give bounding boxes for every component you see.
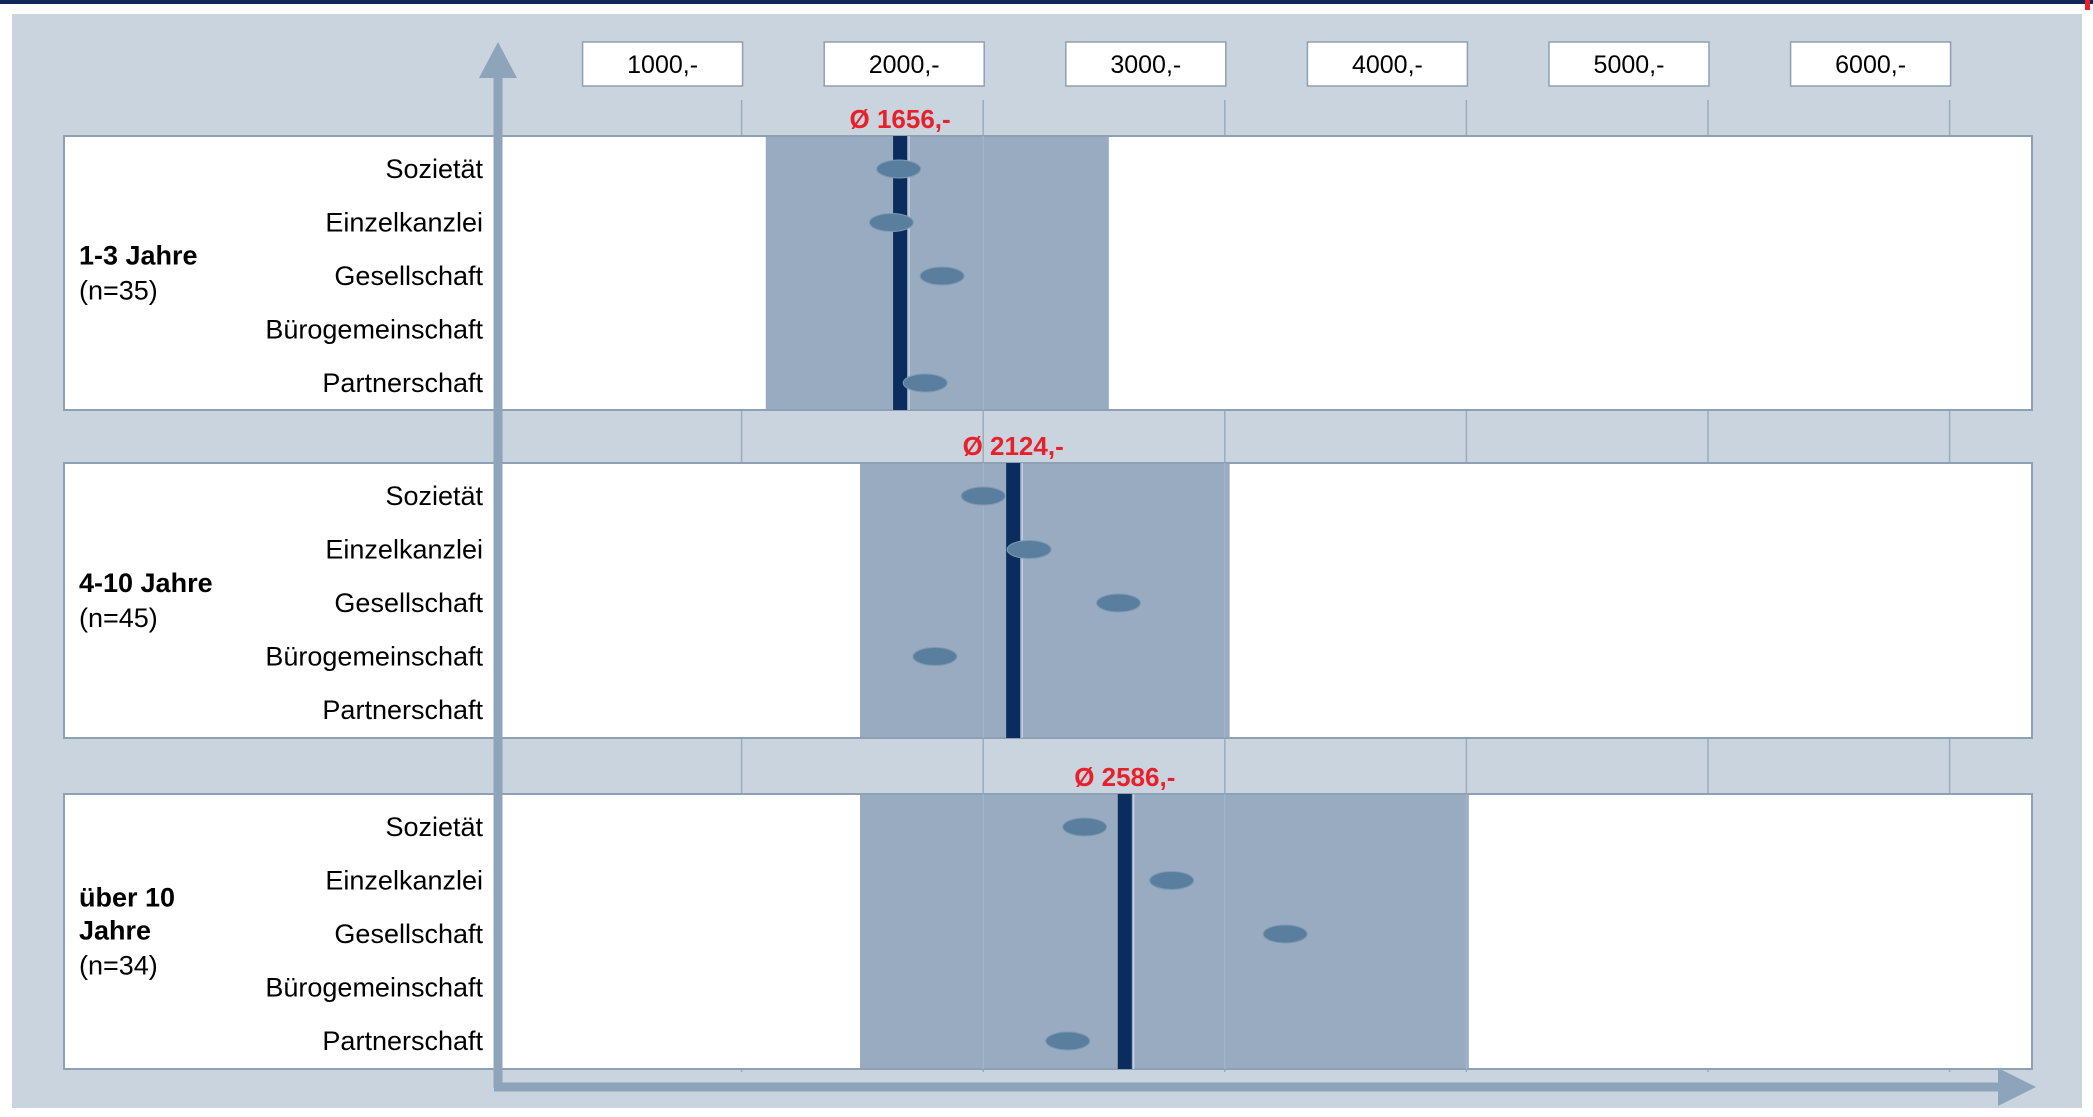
category-label-0-0: Sozietät — [385, 154, 483, 184]
group-label-2-1: Jahre — [79, 916, 151, 946]
category-label-0-4: Partnerschaft — [322, 368, 483, 398]
data-point-0-4 — [902, 373, 948, 393]
data-point-0-0 — [876, 159, 922, 179]
group-label-2-0: über 10 — [79, 883, 175, 913]
range-band-2 — [859, 795, 1469, 1068]
category-label-0-1: Einzelkanzlei — [325, 208, 483, 238]
data-point-2-0 — [1062, 817, 1108, 837]
group-n-label-0: (n=35) — [79, 276, 158, 306]
category-label-2-2: Gesellschaft — [334, 919, 483, 949]
category-label-2-1: Einzelkanzlei — [325, 866, 483, 896]
category-label-1-3: Bürogemeinschaft — [265, 642, 483, 672]
x-tick-label-5: 6000,- — [1835, 51, 1906, 79]
top-rule — [0, 0, 2093, 4]
data-point-2-4 — [1045, 1031, 1091, 1051]
category-label-1-2: Gesellschaft — [334, 588, 483, 618]
x-tick-box-1 — [823, 41, 985, 87]
group-n-label-1: (n=45) — [79, 603, 158, 633]
mean-bar-1 — [1006, 463, 1021, 738]
data-point-1-2 — [1095, 593, 1141, 613]
x-tick-label-0: 1000,- — [627, 51, 698, 79]
x-tick-box-4 — [1548, 41, 1710, 87]
category-label-2-0: Sozietät — [385, 812, 483, 842]
data-point-0-1 — [868, 213, 914, 232]
x-tick-label-2: 3000,- — [1110, 51, 1181, 79]
category-label-2-4: Partnerschaft — [322, 1026, 483, 1056]
data-point-1-3 — [912, 647, 958, 666]
mean-label-0: Ø 1656,- — [850, 104, 951, 134]
x-tick-box-0 — [581, 41, 744, 87]
x-tick-box-2 — [1065, 41, 1227, 87]
group-label-1-0: 4-10 Jahre — [79, 568, 213, 598]
mean-label-2: Ø 2586,- — [1074, 762, 1175, 792]
x-tick-box-3 — [1306, 41, 1469, 87]
data-point-1-0 — [960, 486, 1006, 506]
category-label-1-0: Sozietät — [385, 481, 483, 511]
mean-bar-2 — [1117, 794, 1132, 1069]
x-tick-label-1: 2000,- — [869, 51, 940, 79]
x-axis-arrowhead — [1998, 1068, 2036, 1106]
top-accent-mark — [2085, 0, 2090, 10]
category-label-0-2: Gesellschaft — [334, 261, 483, 291]
y-axis-arrowhead — [479, 42, 517, 78]
data-point-2-1 — [1149, 871, 1195, 890]
x-tick-label-3: 4000,- — [1352, 51, 1423, 79]
mean-label-1: Ø 2124,- — [963, 431, 1064, 461]
category-label-2-3: Bürogemeinschaft — [265, 973, 483, 1003]
x-tick-box-5 — [1789, 41, 1952, 87]
group-label-0-0: 1-3 Jahre — [79, 241, 198, 271]
group-n-label-2: (n=34) — [79, 951, 158, 981]
data-point-0-2 — [919, 266, 965, 286]
mean-bar-0 — [893, 136, 908, 410]
category-label-1-4: Partnerschaft — [322, 695, 483, 725]
category-label-0-3: Bürogemeinschaft — [265, 315, 483, 345]
range-band-1 — [859, 464, 1230, 737]
x-tick-label-4: 5000,- — [1594, 51, 1665, 79]
category-label-1-1: Einzelkanzlei — [325, 535, 483, 565]
data-point-1-1 — [1006, 540, 1052, 559]
data-point-2-2 — [1262, 924, 1308, 944]
